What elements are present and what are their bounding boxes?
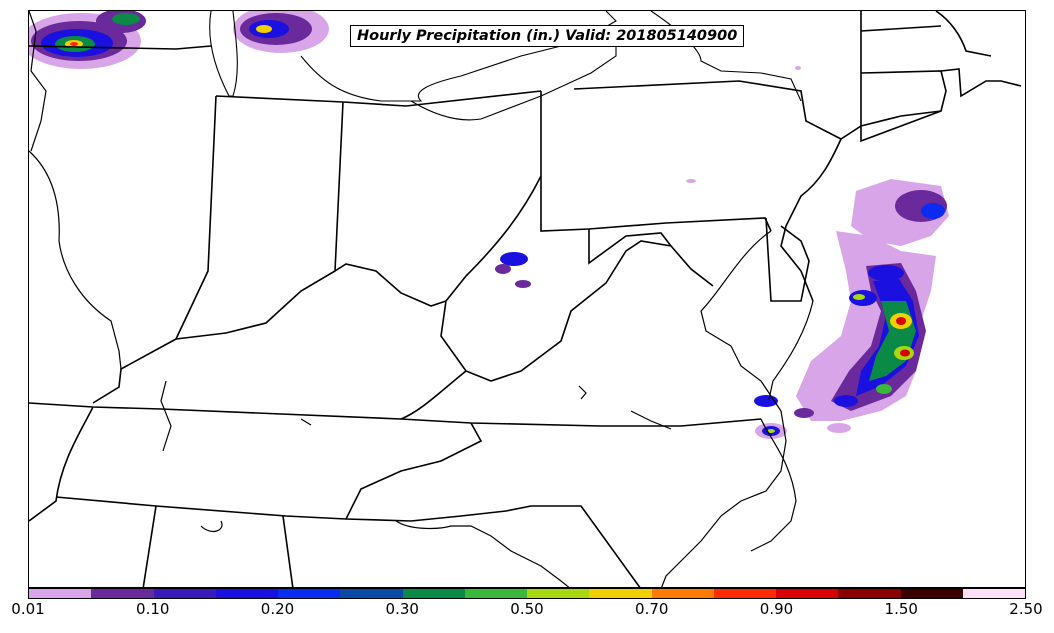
colorbar-segment — [278, 589, 341, 598]
colorbar-segment — [464, 589, 527, 598]
colorbar-segment — [651, 589, 714, 598]
colorbar-tick-label: 0.50 — [510, 600, 544, 618]
map-panel: Hourly Precipitation (in.) Valid: 201805… — [28, 10, 1026, 588]
precipitation-field — [29, 11, 949, 439]
colorbar-tick-label: 2.50 — [1009, 600, 1043, 618]
colorbar-segment — [402, 589, 465, 598]
colorbar-tick-label: 1.50 — [884, 600, 918, 618]
colorbar-segment — [527, 589, 590, 598]
colorbar-segment — [838, 589, 901, 598]
colorbar-segment — [29, 589, 92, 598]
map-title: Hourly Precipitation (in.) Valid: 201805… — [350, 25, 745, 47]
colorbar-tick-label: 0.01 — [11, 600, 45, 618]
colorbar-segment — [713, 589, 776, 598]
colorbar-segment — [776, 589, 839, 598]
colorbar-segment — [900, 589, 963, 598]
colorbar-segment — [91, 589, 154, 598]
colorbar-tick-label: 0.10 — [136, 600, 170, 618]
colorbar-segment — [215, 589, 278, 598]
colorbar-tick-label: 0.20 — [260, 600, 295, 618]
colorbar-segment — [153, 589, 216, 598]
colorbar-segment — [340, 589, 403, 598]
boundary-lines — [29, 11, 1022, 587]
colorbar-segment — [589, 589, 652, 598]
colorbar-tick-label: 0.70 — [635, 600, 669, 618]
colorbar-segment — [962, 589, 1025, 598]
map-canvas — [29, 11, 1022, 587]
colorbar-tick-label: 0.90 — [759, 600, 794, 618]
precip-colorbar — [28, 588, 1026, 599]
colorbar-tick-label: 0.30 — [385, 600, 419, 618]
